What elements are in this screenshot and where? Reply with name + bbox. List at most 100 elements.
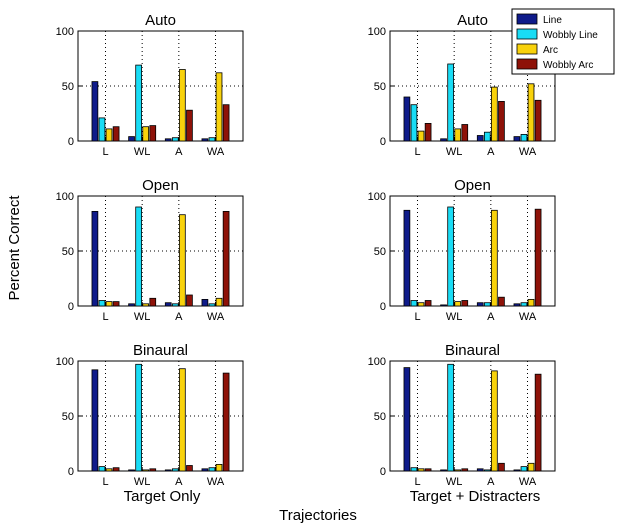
bar-wobbly-arc-wa [222,372,230,472]
bar-wobbly-arc-l [424,300,432,307]
bar-arc-wl [142,126,150,142]
x-tick-label: A [175,476,183,488]
bar-wobbly-line-wa [520,466,528,472]
bar-line-wa [201,138,209,142]
bar-arc-wl [454,469,462,472]
bar-wobbly-arc-a [186,465,193,472]
y-tick-label: 0 [68,136,74,148]
y-tick-label: 50 [374,246,386,258]
legend-label-wobbly-arc: Wobbly Arc [543,60,593,71]
x-tick-label: A [487,476,495,488]
column-label-left: Target Only [124,488,201,505]
bar-arc-wl [454,128,462,142]
bar-arc-wl [454,301,462,307]
legend-swatch-arc [516,43,538,55]
legend-swatch-wobbly-arc [516,58,538,70]
bar-line-wa [513,303,521,307]
bar-line-a [476,468,484,472]
bar-line-wa [513,136,521,142]
y-tick-label: 100 [56,356,74,368]
y-tick-label: 50 [62,81,74,93]
panel-6: 0 50 100 L WL A WA Binaural [368,342,556,488]
bar-line-wl [440,469,447,472]
bar-arc-wa [527,298,535,307]
x-tick-label: WL [134,311,151,323]
x-tick-label: L [102,311,108,323]
y-tick-label: 0 [68,466,74,478]
bar-wobbly-arc-a [498,296,505,307]
x-tick-label: L [414,476,420,488]
x-tick-label: A [487,146,495,158]
y-tick-label: 50 [62,246,74,258]
bar-wobbly-arc-wa [222,210,230,307]
bar-line-wa [513,469,521,472]
panel-title: Auto [145,12,176,29]
bar-arc-a [179,214,186,307]
bar-arc-l [105,301,113,307]
bar-wobbly-arc-a [186,109,193,142]
bar-arc-l [417,130,425,142]
x-tick-label: WL [446,476,463,488]
bar-wobbly-arc-l [424,123,432,142]
bar-arc-wl [142,303,150,307]
bar-arc-l [105,128,113,142]
bar-line-a [164,469,172,472]
x-tick-label: WA [207,311,225,323]
x-axis-label: Trajectories [279,507,357,523]
bar-line-wl [440,138,447,142]
bar-line-l [403,367,411,472]
y-tick-label: 0 [380,301,386,313]
y-tick-label: 100 [368,191,386,203]
x-tick-label: WL [446,311,463,323]
x-tick-label: WL [134,476,151,488]
bar-arc-wa [215,297,223,307]
bar-line-a [164,302,172,307]
bar-wobbly-line-wl [447,63,454,142]
bar-wobbly-line-wa [208,137,216,142]
bar-arc-l [417,302,425,307]
bar-wobbly-arc-l [424,468,432,472]
bar-wobbly-arc-wa [534,208,542,307]
bar-wobbly-line-a [171,137,179,142]
bar-wobbly-arc-wa [534,99,542,142]
bar-wobbly-line-wl [447,206,454,307]
bar-line-l [91,81,99,142]
bar-wobbly-arc-a [498,101,505,142]
bar-line-a [476,135,484,142]
bar-line-l [403,96,411,142]
bar-arc-wa [215,463,223,472]
bar-line-wa [201,468,209,472]
bar-wobbly-arc-wl [461,468,469,472]
bar-wobbly-arc-l [112,467,120,472]
panel-4: 0 50 100 L WL A WA Open [368,177,556,323]
x-tick-label: L [414,311,420,323]
bar-wobbly-line-l [410,300,418,307]
bar-arc-a [491,86,498,142]
bar-wobbly-line-wa [520,133,528,142]
legend-label-line: Line [543,15,562,26]
y-tick-label: 100 [368,356,386,368]
bar-arc-a [179,368,186,472]
bar-wobbly-arc-wa [222,104,230,142]
chart-panels: 0 50 100 L WL A WA Auto 0 50 100 L WL A WA Auto 0 50 100 L W… [56,12,556,488]
x-tick-label: A [175,311,183,323]
bar-wobbly-line-a [171,303,179,307]
bar-wobbly-arc-a [186,294,193,307]
bar-wobbly-line-l [98,117,106,142]
y-tick-label: 100 [56,191,74,203]
bar-wobbly-arc-wl [149,297,157,307]
legend-label-arc: Arc [543,45,558,56]
panel-1: 0 50 100 L WL A WA Auto [56,12,244,158]
y-tick-label: 100 [56,26,74,38]
bar-wobbly-line-a [483,302,491,307]
bar-line-l [403,209,411,307]
bar-arc-wl [142,469,150,472]
y-tick-label: 50 [62,411,74,423]
x-tick-label: L [102,146,108,158]
panel-3: 0 50 100 L WL A WA Open [56,177,244,323]
bar-line-l [91,210,99,307]
bar-wobbly-line-wl [135,363,142,472]
bar-line-a [164,138,172,142]
bar-wobbly-line-wl [447,363,454,472]
panel-2: 0 50 100 L WL A WA Auto [368,12,556,158]
